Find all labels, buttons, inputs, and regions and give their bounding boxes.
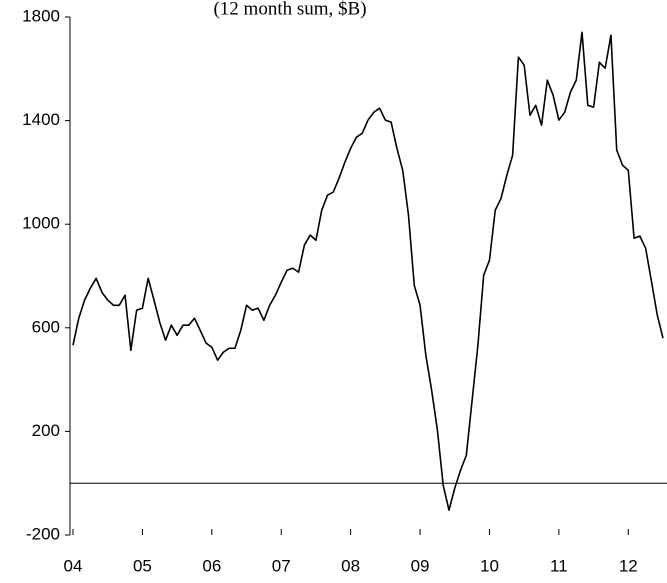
x-tick-label: 04 xyxy=(64,556,83,575)
y-tick-label: 600 xyxy=(32,317,60,336)
chart-title: (12 month sum, $B) xyxy=(213,0,366,19)
y-tick-label: 1800 xyxy=(22,6,60,25)
y-tick-label: 200 xyxy=(32,421,60,440)
x-tick-label: 06 xyxy=(202,556,221,575)
y-tick-label: -200 xyxy=(26,524,60,543)
x-tick-label: 11 xyxy=(550,556,568,575)
x-tick-label: 05 xyxy=(133,556,152,575)
data-line xyxy=(72,31,664,511)
x-tick-label: 10 xyxy=(480,556,499,575)
x-tick-label: 09 xyxy=(411,556,430,575)
x-tick-label: 08 xyxy=(341,556,360,575)
y-tick-label: 1400 xyxy=(22,110,60,129)
x-tick-label: 12 xyxy=(619,556,638,575)
x-tick-label: 07 xyxy=(272,556,291,575)
y-tick-label: 1000 xyxy=(22,214,60,233)
